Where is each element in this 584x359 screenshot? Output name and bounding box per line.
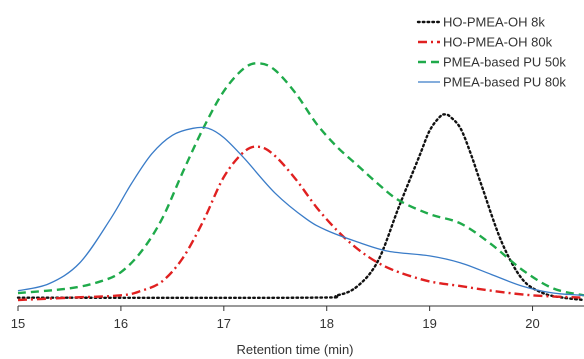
- legend-label-1: HO-PMEA-OH 8k: [443, 15, 545, 30]
- plot-lines: [16, 62, 584, 302]
- legend-label-4: PMEA-based PU 80k: [443, 75, 566, 90]
- x-tick-label: 16: [114, 316, 128, 331]
- x-axis-label: Retention time (min): [236, 342, 353, 357]
- x-tick-label: 18: [319, 316, 333, 331]
- legend-label-3: PMEA-based PU 50k: [443, 55, 566, 70]
- legend-label-2: HO-PMEA-OH 80k: [443, 35, 553, 50]
- x-tick-label: 17: [217, 316, 231, 331]
- series-line-4: [17, 126, 584, 297]
- x-tick-label: 15: [11, 316, 25, 331]
- x-tick-label: 20: [525, 316, 539, 331]
- legend: HO-PMEA-OH 8k HO-PMEA-OH 80k PMEA-based PU…: [416, 15, 566, 90]
- series-line-1: [16, 113, 584, 302]
- series-line-2: [17, 145, 584, 302]
- x-tick-label: 19: [422, 316, 436, 331]
- x-axis-ticks: 15 16 17 18 19 20: [11, 306, 540, 331]
- series-line-3: [17, 62, 584, 297]
